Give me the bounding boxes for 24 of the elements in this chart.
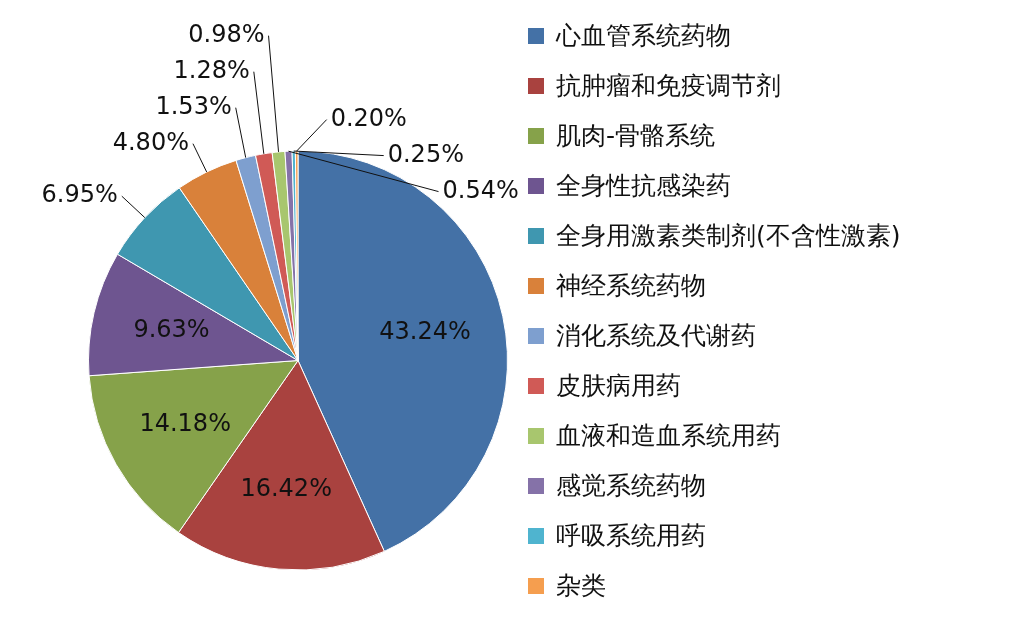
data-label: 1.28% — [173, 55, 250, 84]
data-label: 0.25% — [387, 139, 464, 168]
legend-label: 皮肤病用药 — [556, 370, 681, 402]
legend-label: 全身用激素类制剂(不含性激素) — [556, 220, 901, 252]
legend-label: 神经系统药物 — [556, 270, 706, 302]
legend-label: 心血管系统药物 — [556, 20, 731, 52]
data-label: 43.24% — [379, 317, 471, 346]
legend-label: 全身性抗感染药 — [556, 170, 731, 202]
data-label: 16.42% — [240, 474, 332, 503]
data-label: 1.53% — [155, 91, 232, 120]
legend-label: 杂类 — [556, 570, 606, 602]
legend-label: 血液和造血系统用药 — [556, 420, 781, 452]
data-label: 0.54% — [442, 175, 519, 204]
data-label: 0.98% — [188, 19, 265, 48]
legend-label: 消化系统及代谢药 — [556, 320, 756, 352]
data-label: 6.95% — [41, 180, 118, 209]
data-label: 0.20% — [330, 103, 407, 132]
legend-label: 呼吸系统用药 — [556, 520, 706, 552]
data-label: 9.63% — [133, 315, 210, 344]
legend-label: 肌肉-骨骼系统 — [556, 120, 716, 152]
data-label: 14.18% — [139, 409, 231, 438]
data-label: 4.80% — [112, 127, 189, 156]
legend-label: 抗肿瘤和免疫调节剂 — [556, 70, 781, 102]
legend-label: 感觉系统药物 — [556, 470, 706, 502]
